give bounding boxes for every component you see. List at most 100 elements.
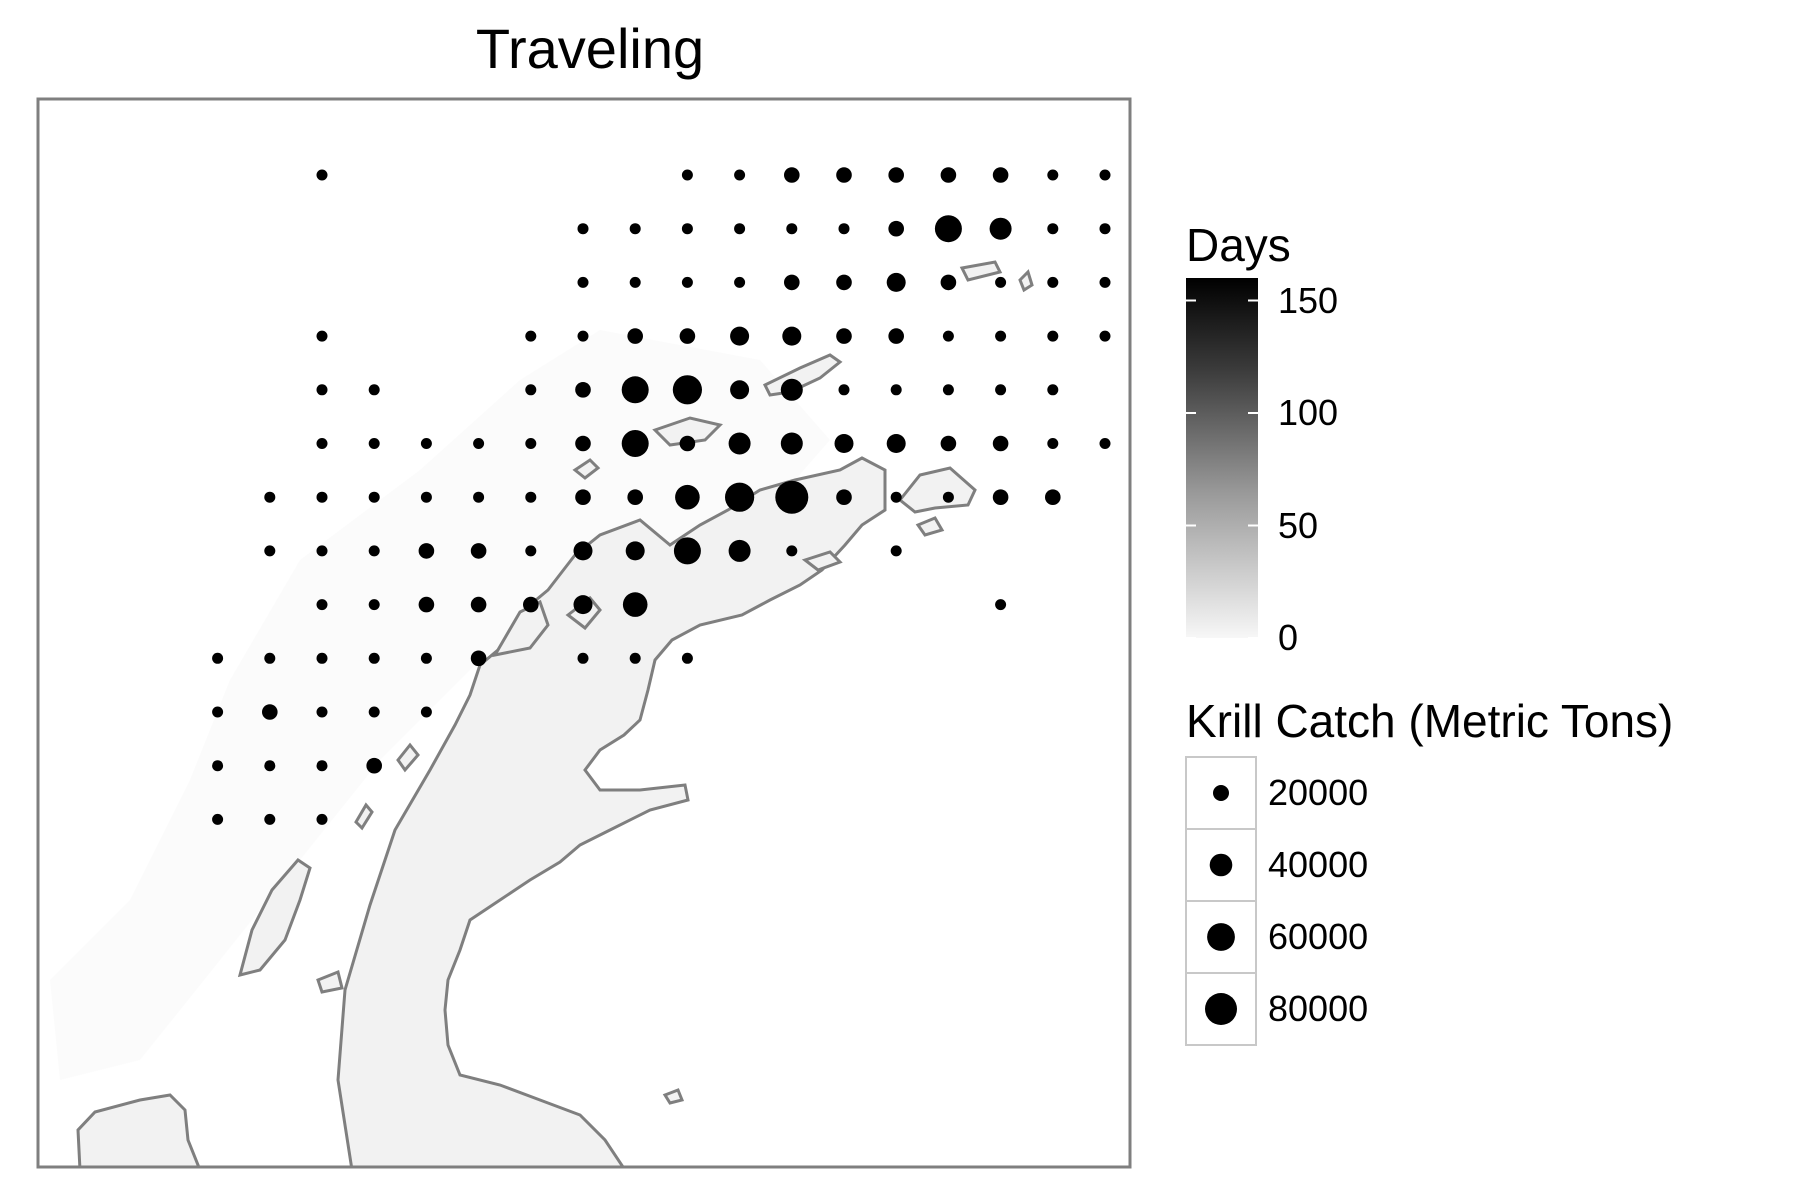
catch-point <box>629 652 641 664</box>
catch-point <box>838 384 850 396</box>
catch-point <box>368 491 380 503</box>
catch-point <box>316 813 328 825</box>
catch-point <box>992 489 1009 506</box>
catch-point <box>470 650 487 667</box>
catch-point <box>681 652 693 664</box>
days-tick-label: 100 <box>1278 392 1339 433</box>
west-island <box>237 858 312 978</box>
catch-point <box>672 375 703 405</box>
island-c <box>354 802 374 831</box>
catch-point <box>728 539 751 562</box>
catch-key-label: 60000 <box>1268 916 1369 957</box>
catch-point <box>675 484 700 510</box>
catch-key-label: 20000 <box>1268 772 1369 813</box>
catch-point <box>525 438 537 449</box>
catch-key-label: 80000 <box>1268 988 1369 1029</box>
catch-point <box>575 435 591 452</box>
island-a <box>316 969 344 994</box>
catch-point <box>784 274 800 291</box>
catch-point <box>573 595 593 615</box>
catch-point <box>1047 223 1059 235</box>
islet-1 <box>801 550 843 572</box>
catch-point <box>264 491 276 503</box>
catch-point <box>1099 169 1111 181</box>
catch-point <box>1045 489 1061 506</box>
catch-point <box>470 596 487 613</box>
catch-point <box>681 223 693 235</box>
catch-point <box>786 223 798 235</box>
catch-point <box>621 376 649 404</box>
catch-point <box>575 382 591 398</box>
catch-point <box>995 384 1007 396</box>
catch-point <box>1099 438 1111 449</box>
catch-point <box>316 384 328 396</box>
catch-point <box>734 169 746 181</box>
catch-point <box>1099 330 1111 342</box>
catch-point <box>728 432 751 455</box>
catch-point <box>890 545 902 557</box>
catch-point <box>786 545 798 557</box>
catch-point <box>316 706 328 718</box>
catch-point <box>836 489 852 506</box>
catch-point <box>942 384 954 396</box>
catch-point <box>992 167 1009 183</box>
catch-point <box>886 434 906 453</box>
days-tick-label: 150 <box>1278 279 1339 321</box>
catch-point <box>212 760 224 772</box>
catch-point <box>577 652 589 664</box>
catch-point <box>473 438 485 449</box>
catch-point <box>734 276 746 288</box>
catch-point <box>625 541 645 561</box>
page-title: Traveling <box>475 17 705 80</box>
catch-point <box>420 652 432 664</box>
catch-point <box>418 596 435 613</box>
catch-point <box>940 167 957 183</box>
days-colorbar-ticks <box>1186 299 1258 639</box>
catch-point <box>836 274 852 291</box>
catch-point <box>992 435 1009 452</box>
catch-point <box>989 217 1012 240</box>
catch-point <box>1099 276 1111 288</box>
catch-point <box>316 330 328 342</box>
days-shading <box>50 330 830 1080</box>
catch-point <box>995 276 1007 288</box>
catch-point <box>525 330 537 342</box>
catch-point <box>940 274 957 291</box>
catch-point <box>725 482 755 512</box>
catch-point <box>780 432 803 455</box>
catch-point <box>262 704 278 720</box>
catch-legend-title: Krill Catch (Metric Tons) <box>1186 695 1674 747</box>
catch-point <box>730 326 750 346</box>
catch-point <box>629 223 641 235</box>
catch-point <box>473 491 485 503</box>
catch-point <box>420 706 432 718</box>
shetland-island-3 <box>915 516 945 537</box>
catch-point <box>836 328 852 344</box>
catch-point <box>470 543 487 559</box>
catch-point <box>679 435 696 452</box>
catch-point <box>525 491 537 503</box>
catch-point <box>368 384 380 396</box>
catch-key-symbol <box>1207 923 1235 951</box>
catch-point <box>621 430 649 457</box>
days-tick-label: 0 <box>1278 617 1299 658</box>
catch-point <box>679 328 696 344</box>
catch-point <box>934 215 962 243</box>
catch-point <box>264 760 276 772</box>
island-d <box>492 599 550 658</box>
island-g <box>652 416 723 447</box>
islet-2 <box>662 1088 685 1105</box>
catch-point <box>622 592 648 617</box>
catch-point <box>890 491 902 503</box>
catch-point <box>368 545 380 557</box>
days-colorbar <box>1186 278 1258 638</box>
catch-point <box>1047 276 1059 288</box>
southwest-land <box>76 1093 201 1167</box>
catch-point <box>316 599 328 611</box>
days-tick-label: 50 <box>1278 504 1319 546</box>
catch-point <box>780 378 803 401</box>
catch-key-symbol <box>1205 993 1237 1025</box>
catch-point <box>681 169 693 181</box>
catch-point <box>525 545 537 557</box>
